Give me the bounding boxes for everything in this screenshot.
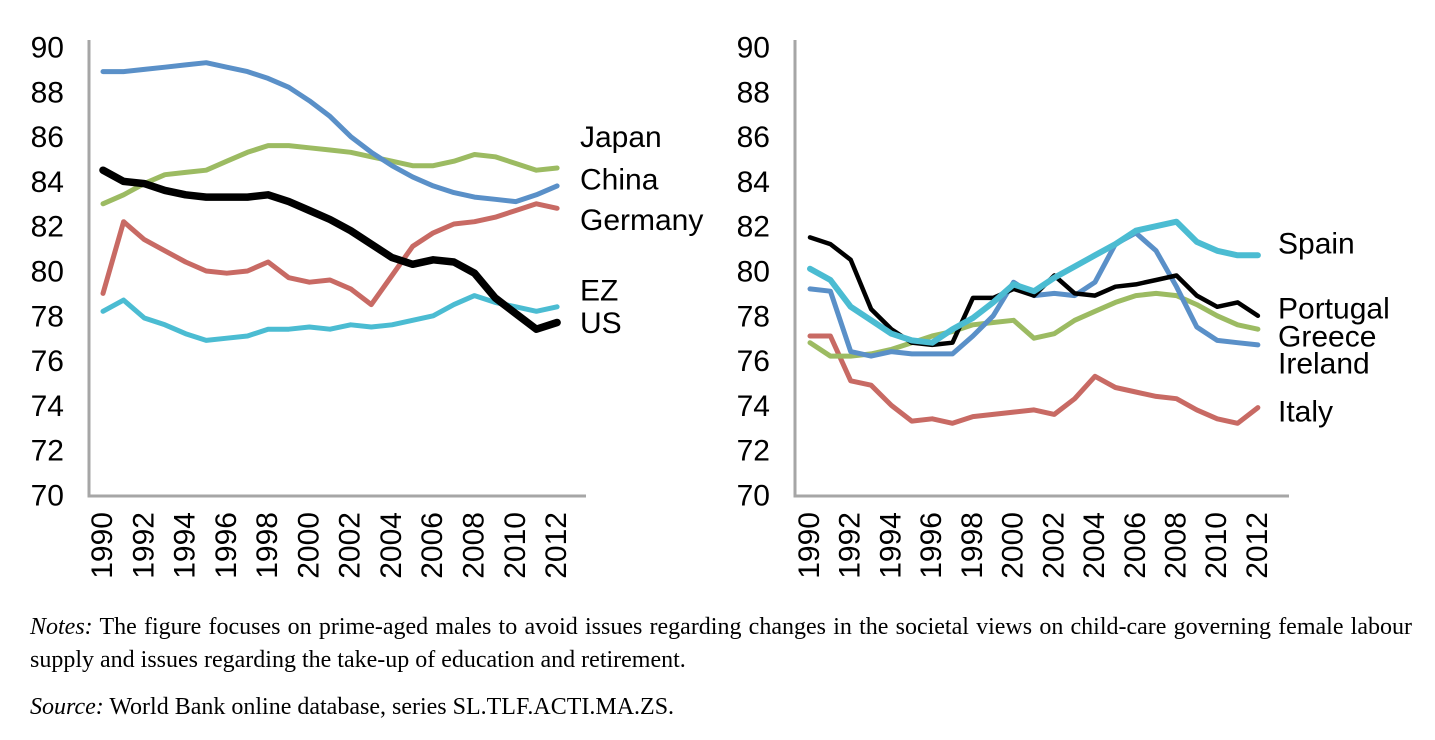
chart-left: 90 88 86 84 82 80 78 76 74 72 70 1990 1992 1994 1996 19… — [31, 32, 704, 579]
left-series-label-ez: EZ — [580, 275, 618, 308]
left-y-tick-86: 86 — [31, 121, 64, 154]
right-y-tick-78: 78 — [737, 300, 770, 333]
chart-right: 90 88 86 84 82 80 78 76 74 72 70 1990 1992 1994 1996 19… — [737, 32, 1390, 579]
left-x-tick-2012: 2012 — [540, 512, 573, 579]
left-y-tick-70: 70 — [31, 480, 64, 513]
left-line-ez — [100, 293, 560, 343]
left-series-label-us: US — [580, 307, 622, 340]
left-x-tick-1998: 1998 — [251, 512, 284, 579]
right-series-label-italy: Italy — [1278, 396, 1333, 429]
left-series-label-japan: Japan — [580, 121, 662, 154]
left-line-germany — [100, 201, 560, 308]
right-x-tick-2000: 2000 — [997, 512, 1030, 579]
right-x-tick-1998: 1998 — [956, 512, 989, 579]
right-line-portugal — [807, 235, 1261, 348]
left-y-tick-84: 84 — [31, 166, 64, 199]
left-x-tick-1994: 1994 — [169, 512, 202, 579]
right-series-label-ireland: Ireland — [1278, 347, 1370, 380]
left-x-tick-1990: 1990 — [86, 512, 119, 579]
right-y-tick-84: 84 — [737, 166, 770, 199]
right-x-tick-2008: 2008 — [1159, 512, 1192, 579]
left-y-tick-88: 88 — [31, 76, 64, 109]
right-x-tick-2010: 2010 — [1200, 512, 1233, 579]
left-y-tick-78: 78 — [31, 300, 64, 333]
left-series-label-china: China — [580, 164, 659, 197]
figure-source: Source: World Bank online database, seri… — [30, 691, 1412, 724]
right-y-tick-76: 76 — [737, 345, 770, 378]
right-series-label-greece: Greece — [1278, 320, 1376, 353]
right-x-tick-1996: 1996 — [915, 512, 948, 579]
left-line-japan — [100, 60, 560, 205]
right-y-tick-70: 70 — [737, 480, 770, 513]
left-x-tick-2002: 2002 — [334, 512, 367, 579]
right-y-tick-74: 74 — [737, 390, 770, 423]
source-text: World Bank online database, series SL.TL… — [103, 694, 675, 720]
right-series-label-portugal: Portugal — [1278, 292, 1390, 325]
left-y-tick-74: 74 — [31, 390, 64, 423]
right-y-tick-88: 88 — [737, 76, 770, 109]
left-line-china — [100, 143, 560, 207]
right-line-spain — [807, 218, 1261, 346]
left-x-tick-2000: 2000 — [292, 512, 325, 579]
left-y-tick-80: 80 — [31, 256, 64, 289]
right-x-tick-1994: 1994 — [874, 512, 907, 579]
left-y-tick-90: 90 — [31, 32, 64, 65]
right-x-tick-2012: 2012 — [1241, 512, 1274, 579]
right-x-tick-2002: 2002 — [1037, 512, 1070, 579]
left-series-label-germany: Germany — [580, 204, 703, 237]
right-series-label-spain: Spain — [1278, 228, 1355, 261]
right-x-tick-1992: 1992 — [834, 512, 867, 579]
right-y-tick-80: 80 — [737, 256, 770, 289]
right-line-italy — [807, 333, 1261, 426]
right-x-tick-2006: 2006 — [1119, 512, 1152, 579]
left-line-us — [99, 166, 561, 333]
left-y-tick-82: 82 — [31, 211, 64, 244]
left-x-tick-2004: 2004 — [375, 512, 408, 579]
left-y-tick-76: 76 — [31, 345, 64, 378]
right-y-tick-72: 72 — [737, 435, 770, 468]
notes-text: The figure focuses on prime-aged males t… — [30, 614, 1412, 673]
left-y-tick-72: 72 — [31, 435, 64, 468]
figure-notes: Notes: The figure focuses on prime-aged … — [30, 611, 1412, 677]
left-x-tick-2008: 2008 — [458, 512, 491, 579]
right-y-tick-90: 90 — [737, 32, 770, 65]
right-x-tick-1990: 1990 — [793, 512, 826, 579]
right-y-tick-82: 82 — [737, 211, 770, 244]
right-x-tick-2004: 2004 — [1078, 512, 1111, 579]
left-x-tick-1992: 1992 — [127, 512, 160, 579]
right-y-tick-86: 86 — [737, 121, 770, 154]
left-x-tick-1996: 1996 — [210, 512, 243, 579]
left-x-tick-2010: 2010 — [499, 512, 532, 579]
source-label: Source: — [30, 694, 104, 720]
left-x-tick-2006: 2006 — [416, 512, 449, 579]
notes-label: Notes: — [30, 614, 93, 640]
